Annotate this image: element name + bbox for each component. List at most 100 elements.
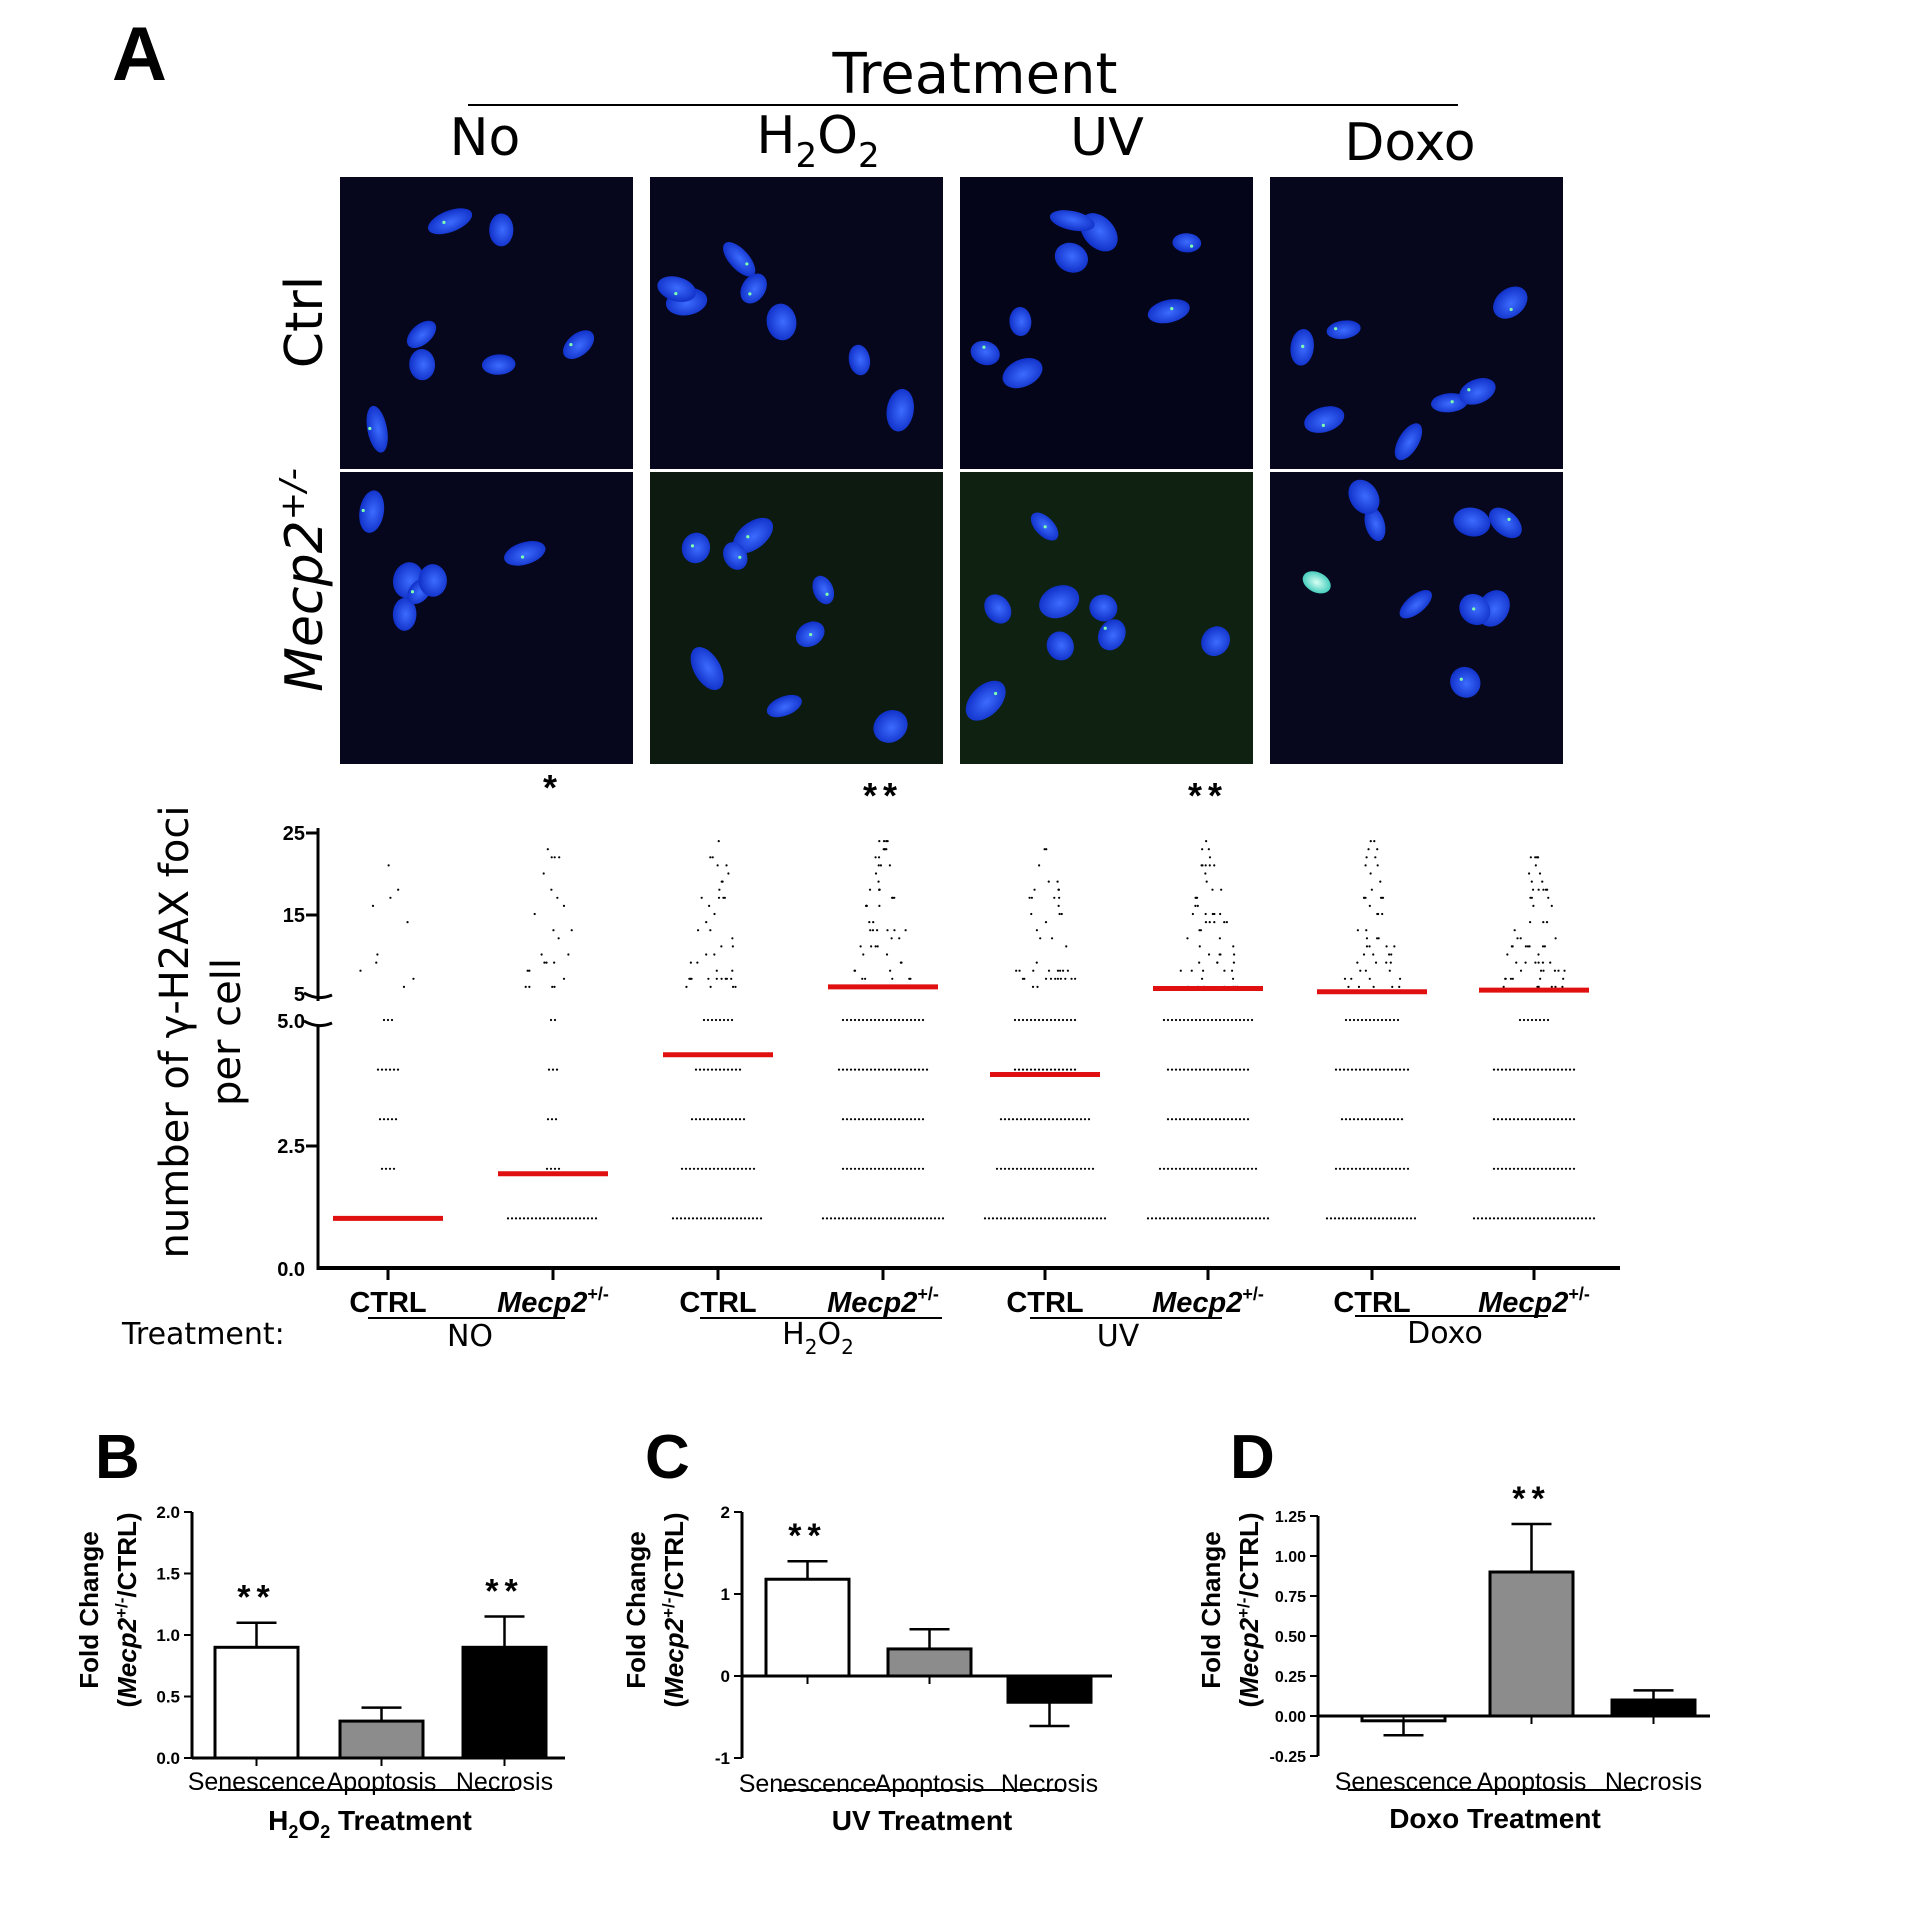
foci-point	[717, 840, 720, 843]
foci-point	[1377, 1217, 1381, 1220]
foci-point	[1047, 1167, 1051, 1170]
foci-point	[570, 929, 573, 932]
foci-point	[1506, 953, 1509, 956]
foci-point	[1532, 1118, 1536, 1121]
foci-point	[696, 929, 700, 932]
foci-point	[917, 1217, 921, 1220]
cell-nucleus	[418, 564, 447, 597]
foci-point	[1524, 1167, 1528, 1170]
foci-point	[1537, 953, 1540, 956]
foci-point	[1194, 904, 1197, 908]
foci-point	[550, 888, 553, 891]
foci-point	[1250, 1167, 1254, 1170]
foci-point	[734, 985, 737, 989]
foci-point	[1374, 1167, 1378, 1170]
foci-point	[1397, 1217, 1401, 1220]
foci-point	[1537, 985, 1540, 989]
foci-point	[1043, 1167, 1047, 1170]
column-label-uv: UV	[1070, 108, 1144, 168]
foci-point	[1230, 1068, 1234, 1071]
foci-point	[1170, 1118, 1174, 1121]
foci-point	[1146, 1217, 1150, 1220]
foci-point	[570, 1217, 574, 1220]
foci-point	[837, 1068, 841, 1071]
foci-point	[1519, 969, 1523, 972]
foci-point	[1222, 1167, 1226, 1170]
foci-point	[865, 1167, 869, 1170]
foci-point	[1388, 1118, 1392, 1121]
foci-point	[1560, 1167, 1564, 1170]
significance-mark: *	[543, 767, 563, 808]
cell-nucleus	[489, 213, 514, 247]
foci-point	[1385, 1217, 1389, 1220]
foci-point	[1182, 1167, 1186, 1170]
foci-point	[1584, 1217, 1588, 1220]
foci-point	[909, 1018, 913, 1022]
foci-point	[841, 1018, 845, 1022]
foci-point	[718, 888, 721, 891]
foci-point	[1058, 912, 1061, 916]
cell-nucleus	[740, 273, 767, 304]
foci-point	[901, 1167, 905, 1170]
foci-point	[1250, 1018, 1254, 1022]
foci-point	[567, 953, 570, 956]
foci-point	[1201, 848, 1204, 851]
foci-point	[1382, 1068, 1386, 1071]
foci-point	[384, 1167, 388, 1170]
foci-point	[1043, 1118, 1047, 1121]
foci-point	[1198, 961, 1201, 964]
foci-point	[1208, 864, 1211, 867]
foci-point	[722, 1018, 726, 1022]
cell-nucleus	[681, 532, 711, 564]
axis-break-mark	[303, 991, 333, 1028]
foci-point	[1356, 1018, 1360, 1022]
foci-point	[1051, 1118, 1055, 1121]
foci-point	[1528, 945, 1531, 948]
xlabel-d: Doxo Treatment	[1389, 1803, 1601, 1834]
foci-point	[879, 864, 883, 867]
foci-point	[1500, 1167, 1504, 1170]
foci-point	[1396, 1118, 1400, 1121]
foci-point	[1513, 929, 1516, 932]
foci-point	[713, 953, 716, 956]
foci-point	[1536, 1217, 1540, 1220]
foci-point	[881, 1018, 885, 1022]
foci-point	[553, 1018, 557, 1022]
foci-point	[1055, 1167, 1059, 1170]
x-tick-label: Mecp2+/-	[827, 1284, 939, 1319]
foci-point	[1202, 1018, 1206, 1022]
foci-point	[710, 1068, 714, 1071]
foci-point	[1041, 1068, 1045, 1071]
foci-point	[392, 1068, 396, 1071]
foci-point	[706, 1018, 710, 1022]
foci-point	[748, 1167, 752, 1170]
foci-point	[1365, 945, 1369, 948]
foci-point	[1380, 1118, 1384, 1121]
foci-point	[714, 1068, 718, 1071]
foci-point	[1202, 1167, 1206, 1170]
foci-point	[752, 1167, 756, 1170]
foci-point	[1540, 1118, 1544, 1121]
foci-point	[742, 1118, 746, 1121]
foci-point	[1218, 1118, 1222, 1121]
foci-point	[1050, 937, 1054, 940]
foci-point	[684, 1167, 688, 1170]
y-tick-label: 0.25	[1275, 1669, 1306, 1686]
foci-point	[1023, 1167, 1027, 1170]
foci-point	[1019, 1217, 1023, 1220]
foci-point	[1398, 1068, 1402, 1071]
ytick-0: 0.0	[277, 1259, 305, 1281]
foci-point	[1018, 969, 1021, 972]
bar	[213, 1645, 300, 1760]
foci-point	[1492, 1118, 1496, 1121]
foci-point	[1242, 1217, 1246, 1220]
foci-point	[1205, 840, 1208, 843]
category-label: Senescence	[739, 1770, 877, 1798]
xlabel-b: H2O2 Treatment	[268, 1805, 472, 1842]
foci-point	[1182, 1217, 1186, 1220]
foci-point	[1364, 969, 1367, 972]
foci-point	[1376, 1118, 1380, 1121]
foci-point	[1033, 1068, 1037, 1071]
foci-point	[375, 961, 378, 964]
foci-point	[1556, 1217, 1560, 1220]
